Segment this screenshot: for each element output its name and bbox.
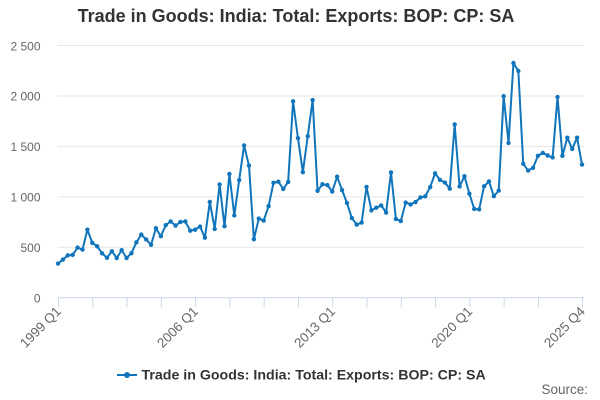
- svg-text:Source:: Source:: [541, 382, 588, 397]
- svg-text:Trade in Goods: India: Total:: Trade in Goods: India: Total: Exports: B…: [78, 6, 515, 26]
- svg-text:2 000: 2 000: [10, 90, 40, 104]
- svg-text:0: 0: [34, 291, 41, 305]
- svg-text:2 500: 2 500: [10, 39, 40, 53]
- svg-text:500: 500: [20, 241, 40, 255]
- svg-text:1 500: 1 500: [10, 140, 40, 154]
- svg-text:1 000: 1 000: [10, 191, 40, 205]
- svg-text:Trade in Goods: India: Total:: Trade in Goods: India: Total: Exports: B…: [142, 368, 486, 384]
